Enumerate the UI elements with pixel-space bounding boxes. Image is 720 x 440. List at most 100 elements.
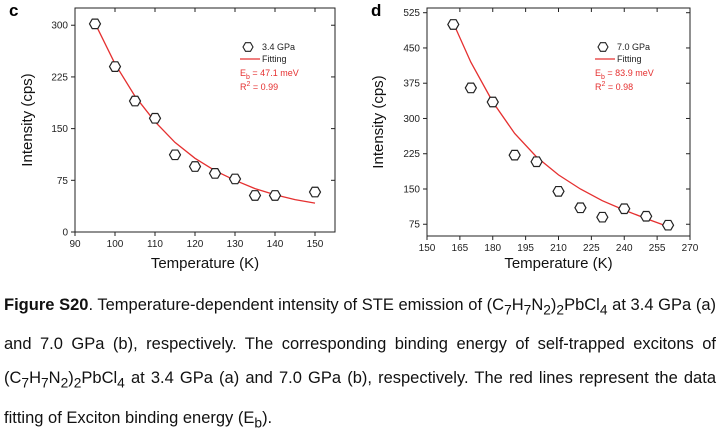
caption-text-pbcl: PbCl bbox=[564, 296, 600, 314]
y-tick-label: 150 bbox=[403, 184, 420, 195]
caption-sub: 7 bbox=[21, 375, 30, 391]
eb-value: = 83.9 meV bbox=[605, 68, 654, 78]
data-point bbox=[508, 149, 521, 161]
data-point bbox=[486, 96, 499, 108]
r2-value: = 0.98 bbox=[605, 82, 633, 92]
y-tick-label: 225 bbox=[51, 72, 68, 83]
data-point bbox=[447, 19, 460, 30]
x-tick-label: 180 bbox=[484, 243, 501, 254]
x-tick-label: 130 bbox=[227, 239, 244, 250]
caption-text-6: ). bbox=[262, 408, 273, 427]
y-tick-label: 375 bbox=[403, 79, 420, 90]
x-tick-label: 100 bbox=[107, 239, 124, 250]
x-tick-label: 140 bbox=[267, 239, 284, 250]
caption-sub: 7 bbox=[523, 302, 532, 318]
panel-letter-d: d bbox=[371, 1, 381, 20]
data-point bbox=[248, 190, 262, 201]
caption-label: Figure S20 bbox=[4, 296, 89, 314]
caption-text-4: ) bbox=[68, 369, 74, 388]
x-tick-label: 165 bbox=[452, 243, 469, 254]
eb-symbol: E bbox=[240, 68, 246, 78]
x-tick-label: 120 bbox=[187, 239, 204, 250]
y-tick-label: 225 bbox=[403, 149, 420, 160]
x-axis-title-d: Temperature (K) bbox=[504, 255, 612, 272]
caption-text-h: H bbox=[29, 369, 41, 388]
caption-text-3: at 3.4 GPa (a) and 7.0 GPa (b), respecti… bbox=[4, 296, 716, 388]
eb-symbol: E bbox=[595, 68, 601, 78]
binding-energy-annotation: Eb = 83.9 meV bbox=[595, 68, 654, 81]
x-axis-title-c: Temperature (K) bbox=[151, 255, 259, 272]
data-point bbox=[108, 61, 122, 72]
data-point bbox=[596, 211, 609, 223]
eb-value: = 47.1 meV bbox=[250, 68, 299, 78]
x-tick-label: 195 bbox=[517, 243, 534, 254]
r2-superscript: 2 bbox=[247, 81, 251, 88]
caption-sub: 7 bbox=[41, 375, 49, 391]
caption-sub: 7 bbox=[504, 302, 512, 318]
binding-energy-annotation: Eb = 47.1 meV bbox=[240, 68, 299, 81]
caption-text-1: . Temperature-dependent intensity of STE… bbox=[88, 296, 505, 314]
data-point bbox=[168, 149, 182, 161]
x-tick-label: 270 bbox=[682, 243, 699, 254]
x-tick-label: 150 bbox=[419, 243, 436, 254]
x-tick-label: 240 bbox=[616, 243, 633, 254]
fit-curve-d bbox=[452, 22, 669, 228]
legend-marker bbox=[242, 42, 254, 52]
chart-panel-d: d 150 165 180 195 210 225 240 255 270 75 150 225 300… bbox=[370, 1, 699, 272]
chart-panel-c: c 90 100 110 120 130 140 150 0 75 150 225 300 Temper… bbox=[9, 1, 336, 272]
r2-symbol: R bbox=[595, 82, 602, 92]
caption-sub: 4 bbox=[599, 302, 608, 318]
caption-text-h: H bbox=[511, 296, 524, 314]
panel-letter-c: c bbox=[9, 1, 18, 20]
data-point bbox=[188, 161, 202, 172]
data-point bbox=[464, 82, 478, 94]
data-point bbox=[552, 185, 565, 197]
y-axis-title-d: Intensity (cps) bbox=[370, 75, 387, 168]
caption-sub: b bbox=[254, 414, 263, 430]
caption-sub: 4 bbox=[117, 375, 125, 391]
data-point bbox=[618, 203, 631, 215]
data-point bbox=[268, 190, 282, 201]
x-tick-label: 90 bbox=[69, 239, 81, 250]
r2-symbol: R bbox=[240, 82, 247, 92]
caption-text-2: ) bbox=[550, 296, 557, 314]
y-tick-label: 75 bbox=[57, 176, 69, 187]
y-tick-label: 525 bbox=[403, 8, 420, 19]
data-point bbox=[661, 219, 675, 231]
data-point bbox=[208, 168, 222, 179]
x-tick-label: 110 bbox=[147, 239, 163, 250]
legend-label-fit: Fitting bbox=[617, 54, 642, 64]
data-point bbox=[308, 186, 322, 198]
r-squared-annotation: R2 = 0.98 bbox=[595, 81, 633, 92]
x-tick-label: 150 bbox=[307, 239, 324, 250]
caption-text-pbcl: PbCl bbox=[81, 369, 118, 388]
data-point bbox=[574, 202, 587, 214]
figure-panels: c 90 100 110 120 130 140 150 0 75 150 225 300 Temper… bbox=[9, 1, 699, 272]
eb-subscript: b bbox=[246, 74, 250, 81]
r2-value: = 0.99 bbox=[250, 82, 278, 92]
plot-frame-d bbox=[426, 7, 691, 237]
caption-sub: 2 bbox=[73, 375, 82, 391]
x-tick-label: 225 bbox=[583, 243, 600, 254]
caption-sub: 2 bbox=[543, 302, 551, 318]
data-point bbox=[88, 18, 102, 30]
caption-sub: 2 bbox=[556, 302, 565, 318]
y-axis-title-c: Intensity (cps) bbox=[19, 73, 36, 166]
y-tick-label: 0 bbox=[62, 228, 68, 239]
figure-caption: Figure S20. Temperature-dependent intens… bbox=[4, 288, 716, 440]
y-tick-label: 75 bbox=[409, 220, 421, 231]
y-tick-label: 450 bbox=[403, 43, 420, 54]
data-point bbox=[128, 95, 142, 107]
y-tick-label: 300 bbox=[403, 114, 420, 125]
legend-label-points: 3.4 GPa bbox=[262, 42, 295, 52]
r-squared-annotation: R2 = 0.99 bbox=[240, 81, 278, 92]
data-point bbox=[530, 156, 543, 168]
eb-subscript: b bbox=[601, 74, 605, 81]
y-tick-label: 150 bbox=[51, 124, 68, 135]
caption-sub: 2 bbox=[60, 375, 69, 391]
data-point bbox=[639, 210, 653, 222]
x-tick-label: 210 bbox=[550, 243, 567, 254]
y-tick-label: 300 bbox=[51, 21, 68, 32]
